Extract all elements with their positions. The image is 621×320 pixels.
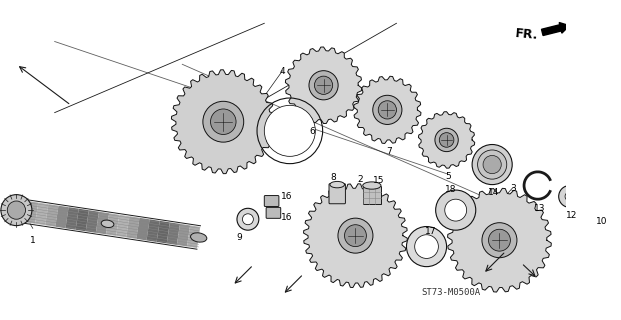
Circle shape: [415, 235, 438, 259]
Circle shape: [472, 145, 512, 185]
Text: 5: 5: [445, 172, 451, 181]
FancyBboxPatch shape: [329, 184, 345, 204]
Circle shape: [483, 156, 501, 174]
Text: 12: 12: [566, 211, 577, 220]
Circle shape: [439, 133, 454, 147]
Text: 2: 2: [357, 175, 363, 185]
Circle shape: [597, 203, 602, 208]
Circle shape: [435, 128, 458, 152]
Text: 15: 15: [373, 176, 385, 185]
Circle shape: [338, 218, 373, 253]
Polygon shape: [96, 212, 109, 234]
Ellipse shape: [101, 220, 114, 228]
Text: 1: 1: [30, 236, 35, 245]
Polygon shape: [116, 215, 129, 237]
Circle shape: [489, 229, 510, 251]
Circle shape: [615, 201, 621, 219]
Circle shape: [620, 205, 621, 215]
Circle shape: [482, 223, 517, 258]
Polygon shape: [147, 219, 160, 242]
Text: 14: 14: [488, 188, 500, 197]
Polygon shape: [35, 203, 48, 225]
Polygon shape: [86, 210, 99, 233]
Circle shape: [265, 105, 315, 156]
Text: 16: 16: [281, 213, 293, 222]
Text: FR.: FR.: [515, 27, 539, 42]
Circle shape: [7, 201, 25, 219]
Polygon shape: [177, 224, 190, 246]
Circle shape: [211, 109, 236, 134]
Circle shape: [445, 199, 466, 221]
Text: 10: 10: [596, 217, 607, 226]
Text: 6: 6: [310, 127, 315, 136]
Circle shape: [1, 195, 32, 226]
Polygon shape: [171, 70, 275, 174]
Text: 13: 13: [534, 204, 545, 213]
Polygon shape: [137, 218, 150, 240]
Polygon shape: [286, 47, 361, 124]
Polygon shape: [166, 222, 180, 245]
Circle shape: [378, 101, 396, 119]
Text: 18: 18: [445, 185, 457, 194]
Circle shape: [478, 150, 507, 179]
Circle shape: [559, 186, 581, 207]
Circle shape: [309, 71, 338, 100]
Circle shape: [242, 214, 253, 225]
Ellipse shape: [191, 233, 207, 242]
Polygon shape: [448, 188, 551, 292]
Circle shape: [237, 208, 259, 230]
Circle shape: [436, 190, 476, 230]
Polygon shape: [354, 76, 421, 143]
Polygon shape: [304, 184, 407, 288]
Polygon shape: [76, 209, 89, 231]
Polygon shape: [106, 213, 119, 236]
Polygon shape: [126, 216, 140, 239]
Polygon shape: [156, 221, 170, 244]
Text: 3: 3: [510, 184, 516, 193]
Ellipse shape: [363, 182, 381, 189]
Circle shape: [592, 198, 607, 213]
Ellipse shape: [330, 181, 345, 188]
Text: 4: 4: [279, 67, 285, 76]
Polygon shape: [45, 204, 58, 227]
Text: 17: 17: [425, 227, 437, 236]
Polygon shape: [15, 200, 28, 222]
Polygon shape: [419, 112, 474, 168]
FancyArrow shape: [542, 22, 569, 36]
Text: 8: 8: [331, 173, 337, 182]
Polygon shape: [55, 206, 69, 228]
Bar: [363, 186, 381, 204]
Circle shape: [314, 76, 333, 94]
Polygon shape: [65, 207, 79, 230]
Text: 9: 9: [236, 233, 242, 242]
Text: 16: 16: [281, 192, 293, 201]
FancyBboxPatch shape: [265, 196, 279, 206]
Text: ST73-M0500A: ST73-M0500A: [421, 288, 480, 297]
Circle shape: [483, 156, 501, 174]
Circle shape: [373, 95, 402, 124]
Polygon shape: [25, 201, 39, 224]
Circle shape: [407, 227, 446, 267]
Circle shape: [565, 192, 574, 201]
Polygon shape: [187, 225, 200, 248]
FancyBboxPatch shape: [266, 207, 281, 218]
Circle shape: [345, 225, 366, 247]
Text: 7: 7: [386, 147, 392, 156]
Circle shape: [203, 101, 243, 142]
